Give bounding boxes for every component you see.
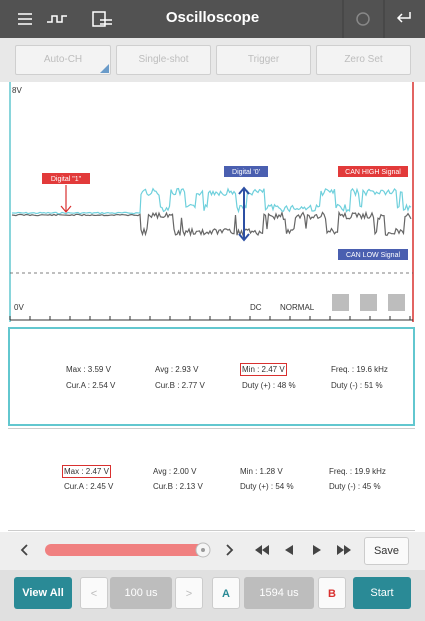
measurement: Avg : 2.00 V [153, 467, 197, 476]
view-all-button[interactable]: View All [14, 577, 72, 609]
fullscreen-button[interactable] [388, 294, 405, 311]
y-min-label: 0V [14, 303, 24, 312]
digital-0-label: Digital '0' [232, 169, 260, 176]
y-max-label: 8V [12, 86, 22, 95]
cursor-b-button[interactable]: B [318, 577, 346, 609]
app-title: Oscilloscope [165, 9, 260, 26]
can-high-label: CAN HIGH Signal [345, 169, 401, 176]
time-next-button[interactable]: > [175, 577, 203, 609]
measurement: Min : 1.28 V [240, 467, 283, 476]
trigger-button[interactable]: Trigger [216, 45, 311, 75]
measurement: Avg : 2.93 V [155, 365, 199, 374]
measurement: Duty (-) : 51 % [331, 381, 383, 390]
zoom-out-button[interactable] [332, 294, 349, 311]
time-prev-button[interactable]: < [80, 577, 108, 609]
single-shot-button[interactable]: Single-shot [116, 45, 211, 75]
measurement: Duty (-) : 45 % [329, 482, 381, 491]
cursor-a-button[interactable]: A [212, 577, 240, 609]
header-icons [18, 0, 411, 38]
channel-b-panel[interactable]: Max : 2.47 V Avg : 2.00 V Min : 1.28 V F… [8, 428, 415, 531]
coupling-label: DC [250, 303, 262, 312]
measurement: Cur.B : 2.13 V [153, 482, 203, 491]
save-button[interactable]: Save [364, 537, 409, 565]
playback-controls [20, 542, 351, 558]
measurement: Max : 3.59 V [66, 365, 111, 374]
measurement: Freq. : 19.6 kHz [331, 365, 388, 374]
measurement: Min : 2.47 V [240, 363, 287, 376]
measurement: Freq. : 19.9 kHz [329, 467, 386, 476]
channel-a-panel[interactable]: Max : 3.59 V Avg : 2.93 V Min : 2.47 V F… [8, 327, 415, 426]
cursor-time: 1594 us [244, 577, 314, 609]
measurement: Duty (+) : 54 % [240, 482, 294, 491]
dropdown-indicator [100, 64, 109, 73]
measurement: Cur.A : 2.54 V [66, 381, 116, 390]
cursor-button[interactable] [360, 294, 377, 311]
time-div: 100 us [110, 577, 172, 609]
zero-set-button[interactable]: Zero Set [316, 45, 411, 75]
oscilloscope-screen: 8V Digital "1" Digital '0' CAN HIGH Sign… [9, 82, 414, 322]
digital-1-label: Digital "1" [51, 176, 82, 183]
measurement: Duty (+) : 48 % [242, 381, 296, 390]
measurement: Max : 2.47 V [62, 465, 111, 478]
start-button[interactable]: Start [353, 577, 411, 609]
measurement: Cur.A : 2.45 V [64, 482, 114, 491]
can-low-label: CAN LOW Signal [346, 252, 401, 259]
playback-bar: Save [0, 532, 425, 570]
auto-ch-button[interactable]: Auto-CH [15, 45, 111, 75]
trigger-mode-label: NORMAL [280, 303, 315, 312]
measurement: Cur.B : 2.77 V [155, 381, 205, 390]
top-bar: Oscilloscope [0, 0, 425, 38]
